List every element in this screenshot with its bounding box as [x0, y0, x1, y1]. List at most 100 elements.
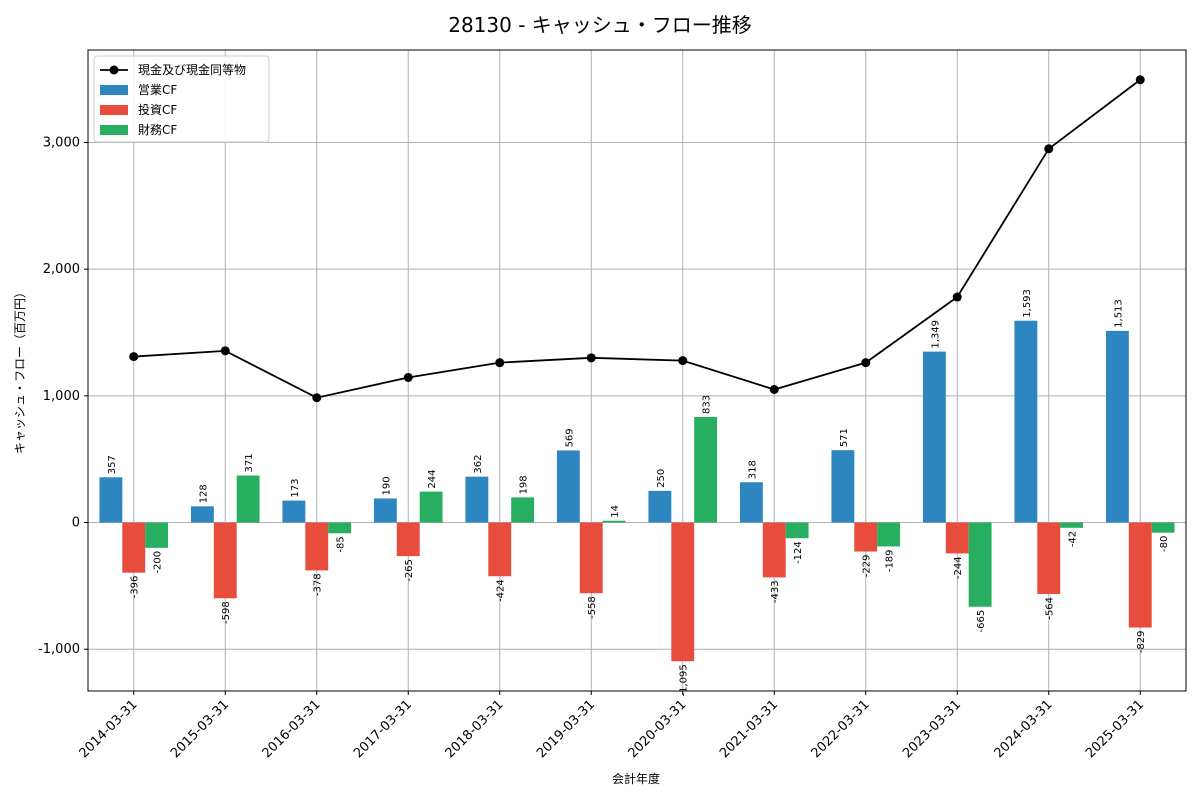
legend-label: 営業CF [138, 83, 177, 97]
legend-swatch [100, 85, 128, 95]
bar-operating [556, 450, 580, 523]
bar-financing [694, 416, 718, 523]
bar-value-label: -1,095 [679, 664, 690, 696]
bar-value-label: 250 [656, 469, 667, 488]
legend-swatch [100, 105, 128, 115]
x-axis-label: 会計年度 [612, 771, 660, 786]
bar-investing [854, 522, 878, 552]
plot-frame [87, 49, 1187, 692]
bar-value-label: 244 [427, 470, 438, 489]
bar-value-label: -229 [862, 555, 873, 578]
bar-operating [1014, 320, 1038, 523]
x-tick-label: 2017-03-31 [351, 697, 415, 761]
bar-value-label: 357 [107, 455, 118, 474]
legend-label: 投資CF [138, 102, 177, 117]
x-tick-label: 2020-03-31 [626, 697, 690, 761]
x-tick-label: 2023-03-31 [900, 697, 964, 761]
bar-financing [419, 491, 443, 523]
bar-value-label: 1,513 [1113, 299, 1124, 328]
bar-financing [1151, 522, 1175, 533]
bar-investing [305, 522, 329, 571]
bar-operating [739, 482, 763, 523]
chart-title: 28130 - キャッシュ・フロー推移 [448, 13, 752, 37]
legend-swatch [100, 125, 128, 135]
bar-investing [488, 522, 512, 577]
x-tick-label: 2018-03-31 [443, 697, 507, 761]
legend-label: 財務CF [138, 122, 177, 137]
y-tick-label: 2,000 [43, 262, 80, 277]
axis-ticks: -1,000 0 1,000 2,000 3,000 2014-03-31 2015-03-… [38, 135, 1147, 761]
legend-point-marker [109, 65, 119, 75]
bar-value-label: -598 [221, 601, 232, 624]
y-tick-label: -1,000 [38, 642, 80, 657]
bar-financing [328, 522, 352, 534]
y-axis-label: キャッシュ・フロー（百万円） [13, 286, 27, 454]
bar-investing [1037, 522, 1061, 594]
cash-point [861, 358, 871, 368]
y-tick-label: 1,000 [43, 389, 80, 404]
bar-financing [968, 522, 992, 607]
bar-operating [190, 506, 214, 523]
bar-value-label: 173 [290, 479, 301, 498]
bar-investing [671, 522, 695, 662]
cash-line-path [133, 79, 1141, 399]
bar-operating [831, 450, 855, 523]
bar-investing [762, 522, 786, 578]
bar-value-label: 371 [244, 453, 255, 472]
legend-label: 現金及び現金同等物 [138, 62, 246, 77]
bar-investing [396, 522, 420, 557]
bar-operating [282, 500, 306, 523]
y-tick-label: 0 [72, 516, 80, 531]
bar-operating [99, 477, 123, 523]
y-tick-label: 3,000 [43, 135, 80, 150]
bar-value-label: 128 [198, 484, 209, 503]
cash-point [129, 352, 139, 362]
bar-value-label: -85 [336, 536, 347, 552]
x-tick-label: 2016-03-31 [260, 697, 324, 761]
bar-investing [213, 522, 237, 599]
bar-value-label: -564 [1045, 597, 1056, 620]
cash-point [403, 372, 413, 382]
bar-value-label: 571 [839, 428, 850, 447]
bar-operating [648, 490, 672, 523]
bar-value-label: 318 [747, 460, 758, 479]
bar-value-label: 1,349 [930, 320, 941, 349]
cash-point [952, 292, 962, 302]
cash-line [129, 75, 1145, 403]
cash-point [586, 353, 596, 363]
bar-value-label: 833 [702, 395, 713, 414]
bar-value-label: -189 [885, 549, 896, 572]
bar-operating [465, 476, 489, 523]
x-tick-label: 2014-03-31 [77, 697, 141, 761]
bar-investing [122, 522, 146, 573]
bar-value-label: 14 [610, 505, 621, 518]
legend-box [93, 55, 270, 143]
bar-value-label: -829 [1136, 631, 1147, 654]
bar-value-label: 198 [519, 475, 530, 494]
cash-point [1135, 75, 1145, 85]
x-tick-label: 2015-03-31 [168, 697, 232, 761]
bar-value-label: -396 [130, 576, 141, 599]
x-tick-label: 2022-03-31 [809, 697, 873, 761]
bar-value-label: 190 [381, 476, 392, 495]
bar-value-label: -80 [1159, 536, 1170, 552]
bar-investing [945, 522, 969, 554]
x-tick-label: 2025-03-31 [1083, 697, 1147, 761]
bar-value-label: 569 [564, 428, 575, 447]
bar-operating [1105, 330, 1129, 523]
x-tick-label: 2019-03-31 [534, 697, 598, 761]
data-labels: 357 128 173 190 362 569 250 318 571 1,349 1,593 1,5… [107, 289, 1170, 696]
bar-value-label: -665 [976, 610, 987, 633]
cash-point [312, 393, 322, 403]
bar-financing [236, 475, 260, 523]
cash-point [495, 358, 505, 368]
bar-value-label: -558 [587, 596, 598, 619]
bar-value-label: 362 [473, 455, 484, 474]
bar-value-label: -378 [313, 573, 324, 596]
x-tick-label: 2021-03-31 [717, 697, 781, 761]
bar-financing [785, 522, 809, 539]
bar-operating [922, 351, 946, 523]
bar-value-label: -124 [793, 541, 804, 564]
